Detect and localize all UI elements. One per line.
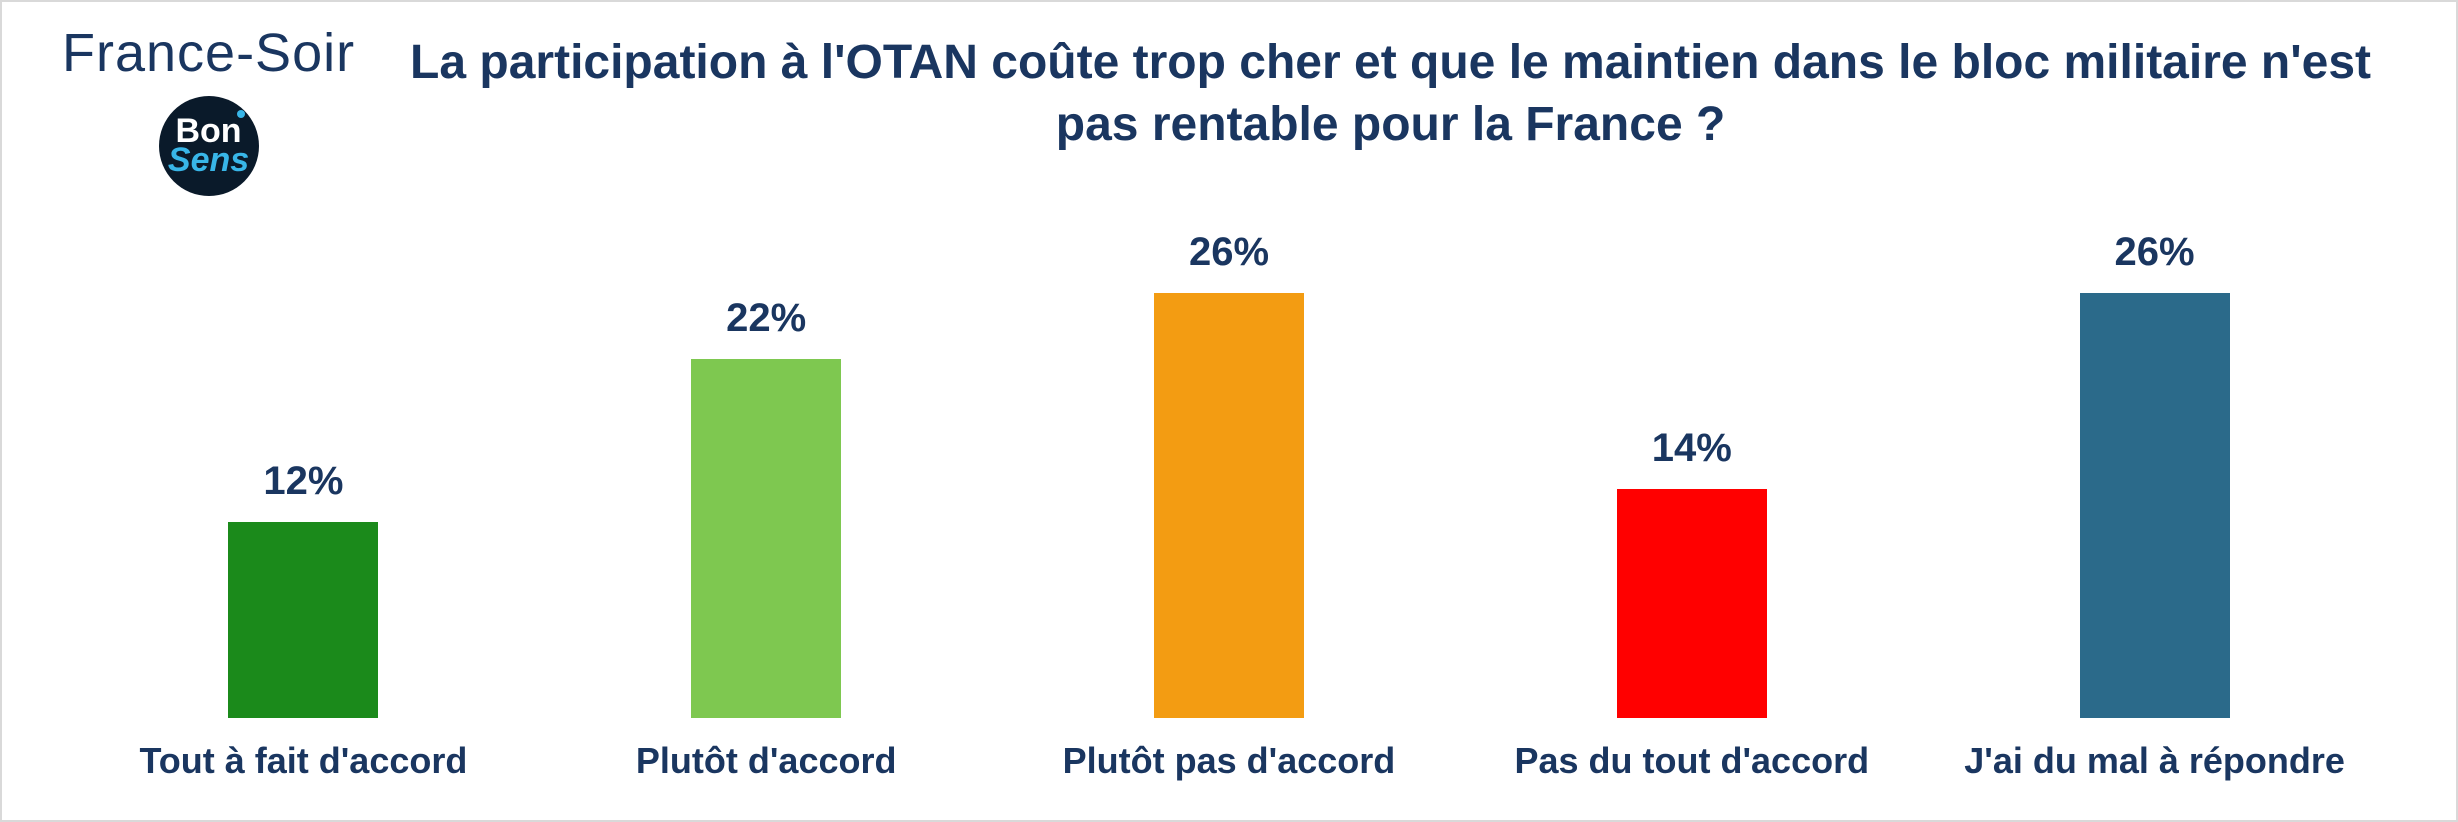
bonsens-dot-icon [237, 110, 245, 118]
logo-block: France-Soir Bon Sens [62, 22, 355, 196]
bar-category-label: J'ai du mal à répondre [1964, 740, 2345, 790]
bar-category-label: Plutôt pas d'accord [1063, 740, 1396, 790]
bar-value-label: 26% [1189, 230, 1269, 275]
bar-group: 26% J'ai du mal à répondre [1953, 206, 2356, 790]
bonsens-logo: Bon Sens [159, 96, 259, 196]
bar-category-label: Plutôt d'accord [636, 740, 897, 790]
bonsens-bottom: Sens [168, 146, 249, 175]
bar-group: 22% Plutôt d'accord [565, 206, 968, 790]
bar-value-label: 26% [2115, 230, 2195, 275]
chart-title: La participation à l'OTAN coûte trop che… [385, 22, 2396, 157]
bar [1154, 293, 1304, 718]
bar-value-label: 14% [1652, 426, 1732, 471]
bar-group: 14% Pas du tout d'accord [1490, 206, 1893, 790]
bar [691, 359, 841, 718]
bar-value-label: 22% [726, 296, 806, 341]
bar-category-label: Tout à fait d'accord [139, 740, 467, 790]
bar [1617, 489, 1767, 718]
chart-frame: France-Soir Bon Sens La participation à … [0, 0, 2458, 822]
bar-group: 12% Tout à fait d'accord [102, 206, 505, 790]
bar-category-label: Pas du tout d'accord [1514, 740, 1869, 790]
france-soir-logo: France-Soir [62, 22, 355, 84]
chart-plot-area: 12% Tout à fait d'accord 22% Plutôt d'accor… [62, 206, 2396, 790]
header: France-Soir Bon Sens La participation à … [62, 22, 2396, 196]
bar [228, 522, 378, 718]
bar-value-label: 12% [263, 459, 343, 504]
bar [2080, 293, 2230, 718]
bar-group: 26% Plutôt pas d'accord [1028, 206, 1431, 790]
